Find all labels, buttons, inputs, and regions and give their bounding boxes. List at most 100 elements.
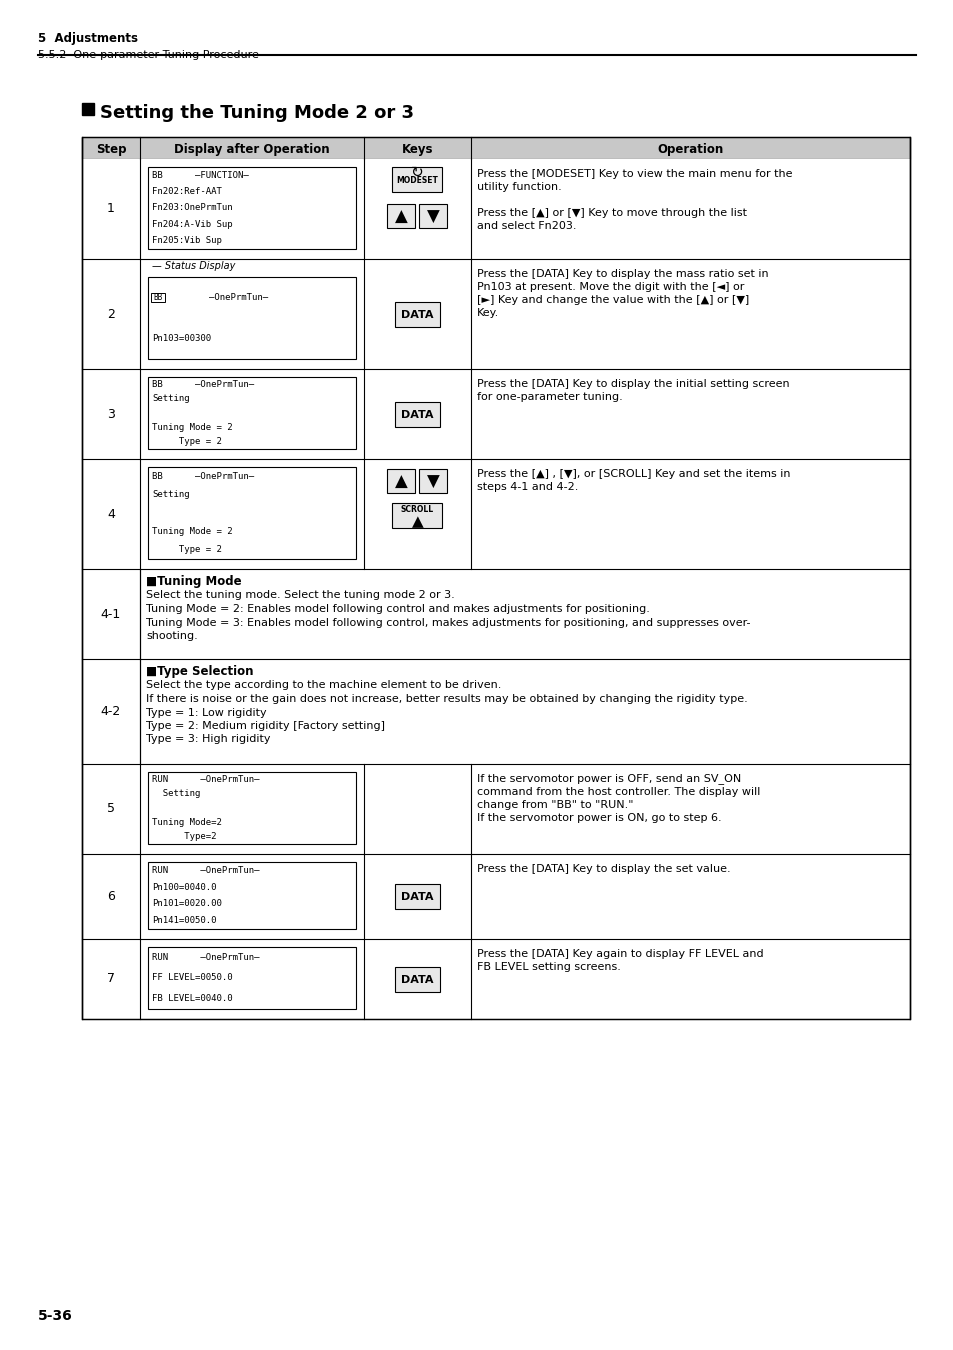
Text: ↻: ↻ [411, 165, 423, 180]
Text: If there is noise or the gain does not increase, better results may be obtained : If there is noise or the gain does not i… [146, 694, 747, 703]
Text: Setting the Tuning Mode 2 or 3: Setting the Tuning Mode 2 or 3 [100, 104, 414, 122]
Text: Step: Step [95, 143, 126, 155]
Text: Press the [DATA] Key again to display FF LEVEL and: Press the [DATA] Key again to display FF… [476, 949, 763, 958]
Bar [82, 568, 909, 659]
Text: MODESET: MODESET [396, 176, 437, 185]
Text: Tuning Mode=2: Tuning Mode=2 [152, 818, 222, 828]
Text: Keys: Keys [401, 143, 433, 155]
Text: Fn205:Vib Sup: Fn205:Vib Sup [152, 236, 222, 246]
Text: 4-1: 4-1 [101, 608, 121, 621]
Bar [148, 277, 355, 359]
Text: and select Fn203.: and select Fn203. [476, 221, 576, 231]
Bar [395, 967, 439, 991]
Text: Display after Operation: Display after Operation [173, 143, 329, 155]
Text: 4-2: 4-2 [101, 705, 121, 718]
Text: Pn103=00300: Pn103=00300 [152, 333, 211, 343]
Text: Pn100=0040.0: Pn100=0040.0 [152, 883, 216, 891]
Text: Tuning Mode = 2: Tuning Mode = 2 [152, 423, 233, 432]
Text: DATA: DATA [400, 410, 433, 420]
Bar [387, 204, 415, 228]
Text: 5-36: 5-36 [38, 1310, 72, 1323]
Text: ■Type Selection: ■Type Selection [146, 666, 253, 679]
Bar [392, 167, 442, 192]
Text: 5: 5 [107, 802, 115, 815]
Text: utility function.: utility function. [476, 182, 561, 192]
Text: Press the [DATA] Key to display the mass ratio set in: Press the [DATA] Key to display the mass… [476, 269, 768, 279]
Text: Press the [▲] or [▼] Key to move through the list: Press the [▲] or [▼] Key to move through… [476, 208, 746, 217]
Text: 1: 1 [107, 202, 114, 216]
Text: Select the type according to the machine element to be driven.: Select the type according to the machine… [146, 680, 501, 690]
Bar [148, 772, 355, 844]
Text: Setting: Setting [152, 490, 190, 500]
Text: Type = 2: Type = 2 [152, 545, 222, 555]
Text: Press the [MODESET] Key to view the main menu for the: Press the [MODESET] Key to view the main… [476, 169, 792, 180]
Text: Press the [▲] , [▼], or [SCROLL] Key and set the items in: Press the [▲] , [▼], or [SCROLL] Key and… [476, 468, 790, 479]
Bar [82, 459, 909, 568]
Text: Type = 3: High rigidity: Type = 3: High rigidity [146, 734, 271, 744]
Bar [82, 855, 909, 940]
Text: 5  Adjustments: 5 Adjustments [38, 32, 138, 45]
Text: ▼: ▼ [427, 208, 439, 225]
Text: Type = 2: Type = 2 [152, 437, 222, 447]
Text: Fn202:Ref-AAT: Fn202:Ref-AAT [152, 188, 222, 196]
Bar [395, 884, 439, 909]
Text: Setting: Setting [152, 790, 200, 798]
Text: Pn141=0050.0: Pn141=0050.0 [152, 917, 216, 925]
Text: DATA: DATA [400, 892, 433, 903]
Text: SCROLL: SCROLL [400, 505, 434, 513]
Text: ▲: ▲ [395, 472, 407, 491]
Text: 5.5.2  One-parameter Tuning Procedure: 5.5.2 One-parameter Tuning Procedure [38, 50, 258, 59]
Text: for one-parameter tuning.: for one-parameter tuning. [476, 392, 622, 402]
Bar [148, 377, 355, 450]
Text: Key.: Key. [476, 308, 498, 319]
Text: Type = 2: Medium rigidity [Factory setting]: Type = 2: Medium rigidity [Factory setti… [146, 721, 385, 730]
Text: Press the [DATA] Key to display the initial setting screen: Press the [DATA] Key to display the init… [476, 379, 789, 389]
Text: Type = 1: Low rigidity: Type = 1: Low rigidity [146, 707, 266, 717]
Text: Tuning Mode = 3: Enables model following control, makes adjustments for position: Tuning Mode = 3: Enables model following… [146, 617, 750, 628]
Text: Fn204:A-Vib Sup: Fn204:A-Vib Sup [152, 220, 233, 230]
Text: — Status Display: — Status Display [152, 261, 235, 271]
Text: Pn101=0020.00: Pn101=0020.00 [152, 899, 222, 909]
Bar [419, 468, 447, 493]
Text: BB: BB [153, 293, 162, 302]
Bar [82, 764, 909, 855]
Text: 7: 7 [107, 972, 115, 986]
Text: steps 4-1 and 4-2.: steps 4-1 and 4-2. [476, 482, 578, 491]
Text: 4: 4 [107, 508, 114, 521]
Text: shooting.: shooting. [146, 630, 197, 641]
Text: Tuning Mode = 2: Enables model following control and makes adjustments for posit: Tuning Mode = 2: Enables model following… [146, 603, 649, 614]
Bar [82, 103, 94, 115]
Text: 6: 6 [107, 890, 114, 903]
Text: Fn203:OnePrmTun: Fn203:OnePrmTun [152, 204, 233, 212]
Text: BB      —FUNCTION—: BB —FUNCTION— [152, 170, 249, 180]
Bar [82, 259, 909, 369]
Text: RUN      —OnePrmTun—: RUN —OnePrmTun— [152, 953, 259, 961]
Text: 3: 3 [107, 408, 114, 420]
Text: Press the [DATA] Key to display the set value.: Press the [DATA] Key to display the set … [476, 864, 730, 873]
Text: DATA: DATA [400, 310, 433, 320]
Text: BB      —OnePrmTun—: BB —OnePrmTun— [152, 379, 253, 389]
Text: ▼: ▼ [427, 472, 439, 491]
Text: ■Tuning Mode: ■Tuning Mode [146, 575, 241, 589]
Text: Type=2: Type=2 [152, 833, 216, 841]
Text: DATA: DATA [400, 975, 433, 985]
Bar [82, 159, 909, 259]
Text: FB LEVEL=0040.0: FB LEVEL=0040.0 [152, 994, 233, 1003]
Text: RUN      —OnePrmTun—: RUN —OnePrmTun— [152, 775, 259, 784]
Text: FB LEVEL setting screens.: FB LEVEL setting screens. [476, 963, 620, 972]
Bar [148, 467, 355, 559]
Text: [►] Key and change the value with the [▲] or [▼]: [►] Key and change the value with the [▲… [476, 296, 749, 305]
Bar [148, 946, 355, 1008]
Text: command from the host controller. The display will: command from the host controller. The di… [476, 787, 760, 796]
Bar [148, 863, 355, 929]
Text: Tuning Mode = 2: Tuning Mode = 2 [152, 526, 233, 536]
Text: ▲: ▲ [411, 514, 423, 529]
Text: RUN      —OnePrmTun—: RUN —OnePrmTun— [152, 865, 259, 875]
Bar [151, 293, 165, 301]
Bar [148, 167, 355, 248]
Text: If the servomotor power is OFF, send an SV_ON: If the servomotor power is OFF, send an … [476, 774, 740, 784]
Text: 2: 2 [107, 308, 114, 320]
Text: FF LEVEL=0050.0: FF LEVEL=0050.0 [152, 973, 233, 983]
Text: —OnePrmTun—: —OnePrmTun— [166, 293, 268, 302]
Text: ▲: ▲ [395, 208, 407, 225]
